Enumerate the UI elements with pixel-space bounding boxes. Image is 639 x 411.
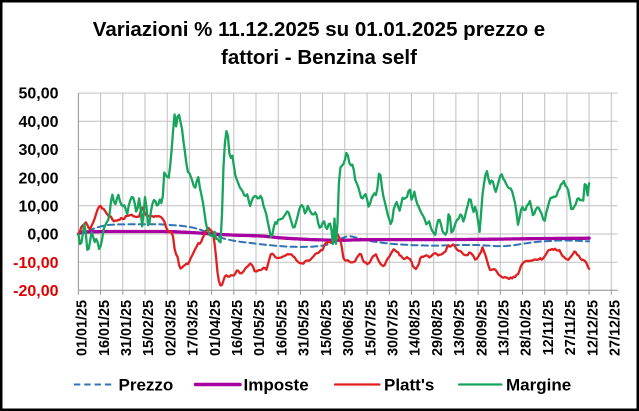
svg-text:17/03/25: 17/03/25 xyxy=(186,300,202,356)
svg-text:16/04/25: 16/04/25 xyxy=(230,300,246,356)
svg-text:27/11/25: 27/11/25 xyxy=(563,300,579,355)
svg-text:14/08/25: 14/08/25 xyxy=(408,300,424,356)
svg-text:13/09/25: 13/09/25 xyxy=(452,300,468,356)
svg-text:30/07/25: 30/07/25 xyxy=(386,300,402,356)
svg-text:28/10/25: 28/10/25 xyxy=(519,300,535,356)
svg-text:12/12/25: 12/12/25 xyxy=(585,300,601,356)
svg-text:Margine: Margine xyxy=(506,376,571,395)
svg-text:-20,00: -20,00 xyxy=(13,283,58,300)
svg-text:02/03/25: 02/03/25 xyxy=(163,300,179,356)
svg-text:31/05/25: 31/05/25 xyxy=(297,300,313,356)
svg-text:10,00: 10,00 xyxy=(18,198,58,215)
svg-text:30,00: 30,00 xyxy=(18,142,58,159)
svg-text:12/11/25: 12/11/25 xyxy=(541,300,557,355)
svg-text:01/01/25: 01/01/25 xyxy=(75,300,91,356)
svg-text:31/01/25: 31/01/25 xyxy=(119,300,135,356)
svg-text:16/05/25: 16/05/25 xyxy=(274,300,290,356)
svg-text:01/05/25: 01/05/25 xyxy=(252,300,268,356)
svg-text:15/02/25: 15/02/25 xyxy=(141,300,157,356)
svg-text:Variazioni % 11.12.2025 su 01.: Variazioni % 11.12.2025 su 01.01.2025 pr… xyxy=(93,18,545,41)
svg-text:28/09/25: 28/09/25 xyxy=(474,300,490,356)
svg-text:13/10/25: 13/10/25 xyxy=(497,300,513,356)
svg-text:fattori - Benzina self: fattori - Benzina self xyxy=(221,46,417,69)
svg-text:01/04/25: 01/04/25 xyxy=(208,300,224,356)
svg-text:50,00: 50,00 xyxy=(18,86,58,103)
svg-text:15/07/25: 15/07/25 xyxy=(363,300,379,356)
svg-text:40,00: 40,00 xyxy=(18,114,58,131)
svg-text:20,00: 20,00 xyxy=(18,170,58,187)
svg-text:0,00: 0,00 xyxy=(27,227,58,244)
svg-text:Platt's: Platt's xyxy=(384,376,434,395)
svg-text:15/06/25: 15/06/25 xyxy=(319,300,335,356)
svg-text:27/12/25: 27/12/25 xyxy=(608,300,624,356)
svg-text:30/06/25: 30/06/25 xyxy=(341,300,357,356)
svg-text:-10,00: -10,00 xyxy=(13,255,58,272)
svg-text:29/08/25: 29/08/25 xyxy=(430,300,446,356)
svg-text:Imposte: Imposte xyxy=(244,376,309,395)
svg-text:16/01/25: 16/01/25 xyxy=(97,300,113,356)
svg-text:Prezzo: Prezzo xyxy=(119,376,174,395)
